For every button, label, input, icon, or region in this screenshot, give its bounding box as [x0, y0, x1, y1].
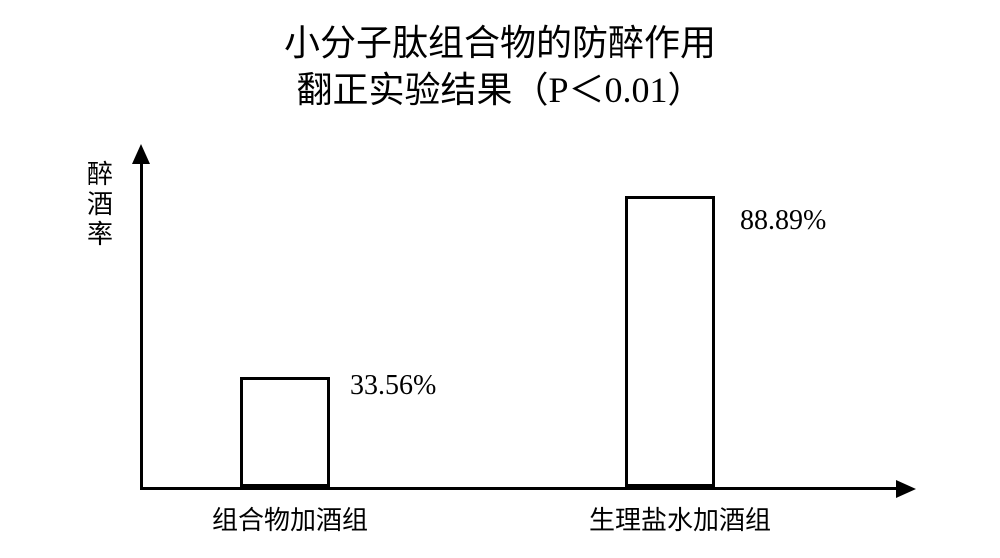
figure-canvas: 小分子肽组合物的防醉作用 翻正实验结果（P＜0.01） 醉酒率 33.56%组合… — [0, 0, 1000, 558]
y-axis-arrow-icon — [132, 144, 150, 164]
chart-title-line-2: 翻正实验结果（P＜0.01） — [0, 67, 1000, 114]
y-axis-label: 醉酒率 — [84, 160, 116, 250]
bar-0 — [240, 377, 330, 487]
bar-value-label-1: 88.89% — [740, 205, 826, 237]
bar-1 — [625, 196, 715, 487]
bar-value-label-0: 33.56% — [350, 370, 436, 402]
chart-title: 小分子肽组合物的防醉作用 翻正实验结果（P＜0.01） — [0, 20, 1000, 114]
category-label-1: 生理盐水加酒组 — [580, 500, 780, 537]
y-axis — [140, 160, 143, 490]
category-label-0: 组合物加酒组 — [210, 500, 370, 537]
chart-plot-area: 醉酒率 33.56%组合物加酒组88.89%生理盐水加酒组 — [140, 160, 900, 490]
x-axis — [140, 487, 900, 490]
chart-title-line-1: 小分子肽组合物的防醉作用 — [0, 20, 1000, 67]
x-axis-arrow-icon — [896, 480, 916, 498]
